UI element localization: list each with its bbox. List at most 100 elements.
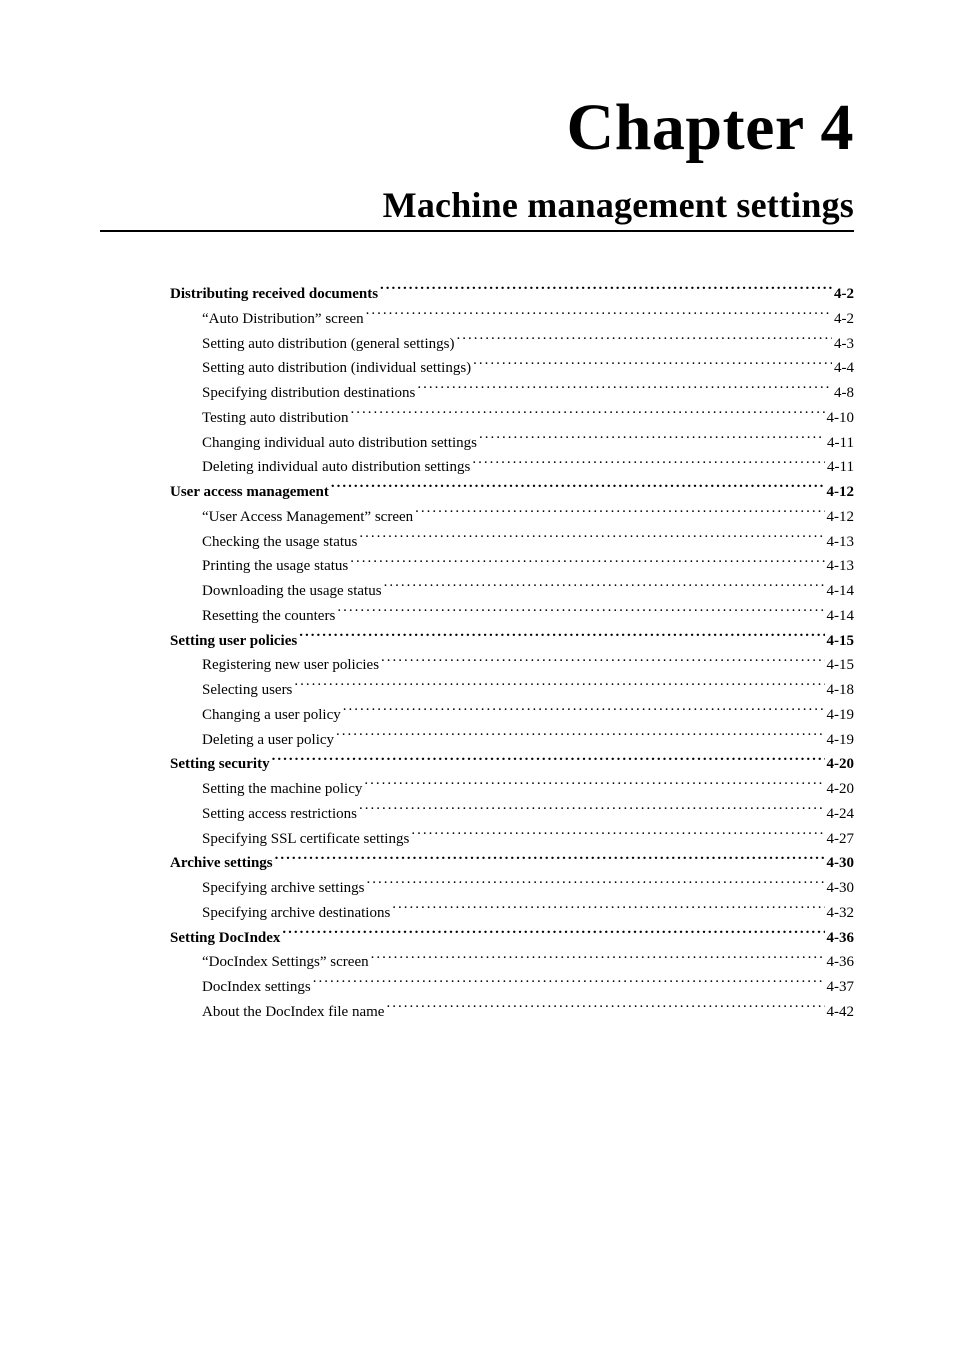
toc-entry-label: Setting DocIndex <box>170 926 280 951</box>
toc-entry-page: 4-36 <box>827 950 855 975</box>
toc-entry-page: 4-14 <box>827 579 855 604</box>
toc-entry-label: Setting user policies <box>170 629 297 654</box>
toc-entry[interactable]: Specifying archive settings 4-30 <box>202 876 854 901</box>
toc-entry[interactable]: Setting security 4-20 <box>170 752 854 777</box>
toc-leader <box>343 704 825 719</box>
toc-entry[interactable]: Specifying distribution destinations 4-8 <box>202 381 854 406</box>
toc-leader <box>479 432 825 447</box>
toc-entry-page: 4-19 <box>827 728 855 753</box>
toc-entry-label: “Auto Distribution” screen <box>202 307 364 332</box>
toc-entry[interactable]: Setting the machine policy 4-20 <box>202 777 854 802</box>
toc-leader <box>272 753 825 768</box>
toc-entry-page: 4-11 <box>827 455 854 480</box>
toc-entry[interactable]: Selecting users 4-18 <box>202 678 854 703</box>
toc-entry-page: 4-19 <box>827 703 855 728</box>
toc-entry-page: 4-13 <box>827 554 855 579</box>
toc-entry-page: 4-14 <box>827 604 855 629</box>
toc-entry-page: 4-24 <box>827 802 855 827</box>
toc-entry[interactable]: “Auto Distribution” screen 4-2 <box>202 307 854 332</box>
toc-entry[interactable]: User access management4-12 <box>170 480 854 505</box>
toc-leader <box>417 382 832 397</box>
toc-leader <box>313 976 825 991</box>
toc-entry-label: Specifying distribution destinations <box>202 381 415 406</box>
toc-leader <box>386 1001 824 1016</box>
toc-leader <box>337 605 824 620</box>
section-title: Machine management settings <box>100 184 854 232</box>
toc-entry-page: 4-36 <box>827 926 855 951</box>
toc-entry[interactable]: About the DocIndex file name 4-42 <box>202 1000 854 1025</box>
toc-entry[interactable]: “DocIndex Settings” screen 4-36 <box>202 950 854 975</box>
toc-entry-page: 4-2 <box>834 307 854 332</box>
toc-entry-page: 4-8 <box>834 381 854 406</box>
toc-entry[interactable]: Distributing received documents4-2 <box>170 282 854 307</box>
toc-entry[interactable]: Registering new user policies4-15 <box>202 653 854 678</box>
toc-leader <box>473 357 832 372</box>
toc-entry-label: Resetting the counters <box>202 604 335 629</box>
toc-entry-label: DocIndex settings <box>202 975 311 1000</box>
toc-entry-page: 4-3 <box>834 332 854 357</box>
toc-entry-label: Checking the usage status <box>202 530 357 555</box>
toc-entry-label: Changing a user policy <box>202 703 341 728</box>
toc-entry[interactable]: Downloading the usage status4-14 <box>202 579 854 604</box>
toc-leader <box>282 927 824 942</box>
toc-entry[interactable]: Resetting the counters 4-14 <box>202 604 854 629</box>
toc-entry[interactable]: Archive settings 4-30 <box>170 851 854 876</box>
toc-entry[interactable]: Setting DocIndex 4-36 <box>170 926 854 951</box>
toc-leader <box>294 679 824 694</box>
toc-entry-label: About the DocIndex file name <box>202 1000 384 1025</box>
toc-leader <box>392 902 824 917</box>
chapter-title: Chapter 4 <box>100 90 854 166</box>
toc-entry-label: Selecting users <box>202 678 292 703</box>
toc-entry-label: Deleting a user policy <box>202 728 334 753</box>
toc-entry-page: 4-15 <box>827 629 855 654</box>
toc-entry[interactable]: Changing a user policy 4-19 <box>202 703 854 728</box>
toc-entry[interactable]: Specifying SSL certificate settings4-27 <box>202 827 854 852</box>
toc-leader <box>472 456 825 471</box>
toc-entry-page: 4-42 <box>827 1000 855 1025</box>
toc-leader <box>380 283 832 298</box>
toc-entry[interactable]: Printing the usage status4-13 <box>202 554 854 579</box>
toc-entry-page: 4-10 <box>827 406 855 431</box>
toc-entry[interactable]: Setting auto distribution (general setti… <box>202 332 854 357</box>
toc-entry[interactable]: Deleting a user policy 4-19 <box>202 728 854 753</box>
toc-entry[interactable]: Setting access restrictions4-24 <box>202 802 854 827</box>
toc-leader <box>359 531 824 546</box>
toc-entry-page: 4-15 <box>827 653 855 678</box>
toc-entry[interactable]: “User Access Management” screen4-12 <box>202 505 854 530</box>
toc-entry-page: 4-13 <box>827 530 855 555</box>
toc-entry[interactable]: Setting auto distribution (individual se… <box>202 356 854 381</box>
toc-leader <box>350 407 824 422</box>
toc-entry-label: Setting auto distribution (general setti… <box>202 332 454 357</box>
toc-leader <box>415 506 824 521</box>
toc-entry-page: 4-12 <box>827 505 855 530</box>
toc-entry[interactable]: Checking the usage status 4-13 <box>202 530 854 555</box>
toc-entry-label: Setting auto distribution (individual se… <box>202 356 471 381</box>
toc-entry-label: Specifying archive settings <box>202 876 364 901</box>
toc-entry-page: 4-2 <box>834 282 854 307</box>
toc-leader <box>275 852 825 867</box>
toc-entry-page: 4-20 <box>827 752 855 777</box>
toc-leader <box>366 877 824 892</box>
toc-entry[interactable]: Deleting individual auto distribution se… <box>202 455 854 480</box>
toc-entry-label: Setting security <box>170 752 270 777</box>
toc-entry[interactable]: Changing individual auto distribution se… <box>202 431 854 456</box>
toc-entry-label: “DocIndex Settings” screen <box>202 950 369 975</box>
toc-entry-label: Changing individual auto distribution se… <box>202 431 477 456</box>
toc-entry[interactable]: Testing auto distribution4-10 <box>202 406 854 431</box>
toc-entry[interactable]: Specifying archive destinations4-32 <box>202 901 854 926</box>
toc-leader <box>299 630 824 645</box>
toc-entry-page: 4-11 <box>827 431 854 456</box>
toc-entry-page: 4-30 <box>827 851 855 876</box>
toc-leader <box>366 308 832 323</box>
toc-entry-label: Specifying archive destinations <box>202 901 390 926</box>
toc-entry[interactable]: DocIndex settings 4-37 <box>202 975 854 1000</box>
toc-entry-label: Setting the machine policy <box>202 777 362 802</box>
toc-leader <box>336 729 824 744</box>
table-of-contents: Distributing received documents4-2“Auto … <box>170 282 854 1025</box>
toc-entry-page: 4-20 <box>827 777 855 802</box>
toc-entry-page: 4-30 <box>827 876 855 901</box>
toc-entry[interactable]: Setting user policies 4-15 <box>170 629 854 654</box>
toc-entry-label: Archive settings <box>170 851 273 876</box>
toc-entry-page: 4-18 <box>827 678 855 703</box>
toc-entry-page: 4-37 <box>827 975 855 1000</box>
